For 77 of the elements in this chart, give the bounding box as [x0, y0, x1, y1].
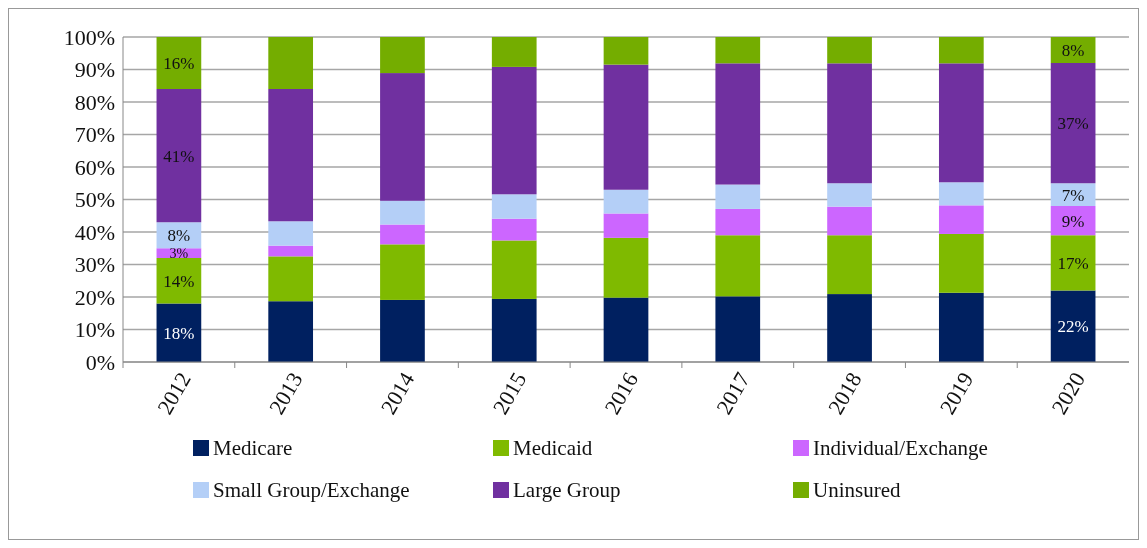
- bar: [380, 37, 425, 74]
- y-tick-label: 20%: [74, 284, 115, 310]
- bar: [380, 224, 425, 245]
- data-label: 18%: [163, 323, 195, 343]
- bar: [827, 294, 872, 362]
- bar: [156, 37, 202, 89]
- data-label: 3%: [169, 246, 189, 262]
- bar: [491, 298, 537, 362]
- bar: [715, 235, 761, 297]
- y-tick-label: 30%: [74, 252, 115, 278]
- bar: [156, 89, 202, 223]
- bar: [603, 37, 649, 65]
- bar: [827, 183, 872, 207]
- bar: [715, 63, 761, 185]
- y-tick-label: 60%: [74, 154, 115, 180]
- bar: [715, 296, 761, 362]
- bar: [380, 73, 425, 201]
- bar: [491, 66, 537, 195]
- bar: [268, 256, 314, 302]
- legend-label: Small Group/Exchange: [213, 478, 410, 503]
- y-tick-label: 90%: [74, 57, 115, 83]
- bar: [491, 194, 537, 219]
- bar: [938, 292, 984, 362]
- y-tick-label: 50%: [74, 187, 115, 213]
- bar: [1050, 235, 1096, 291]
- bar: [268, 89, 314, 222]
- bar: [491, 218, 537, 241]
- bar: [1050, 63, 1096, 184]
- bar: [938, 182, 984, 206]
- bar: [938, 63, 984, 183]
- bar: [603, 213, 649, 238]
- bar: [268, 245, 314, 257]
- y-tick-label: 0%: [85, 349, 115, 375]
- bar: [938, 205, 984, 234]
- bar: [827, 37, 872, 64]
- legend-label: Individual/Exchange: [813, 436, 988, 461]
- data-label: 8%: [1061, 40, 1085, 60]
- bar: [268, 221, 314, 246]
- data-label: 8%: [167, 226, 191, 246]
- legend-label: Medicare: [213, 436, 293, 461]
- bar: [603, 64, 649, 190]
- bar: [491, 37, 537, 67]
- y-tick-label: 70%: [74, 122, 115, 148]
- y-tick-label: 10%: [74, 317, 115, 343]
- bar: [1050, 290, 1096, 362]
- y-tick-label: 100%: [63, 24, 115, 50]
- bar: [491, 240, 537, 299]
- bar: [603, 189, 649, 214]
- legend-label: Large Group: [513, 478, 621, 503]
- bar: [603, 297, 649, 362]
- bar: [827, 206, 872, 236]
- data-label: 17%: [1057, 253, 1089, 273]
- bar: [827, 63, 872, 184]
- bar: [715, 208, 761, 236]
- bar: [268, 301, 314, 362]
- data-label: 14%: [163, 271, 195, 291]
- y-tick-label: 80%: [74, 89, 115, 115]
- bar: [380, 200, 425, 225]
- bar: [380, 299, 425, 362]
- data-label: 9%: [1061, 211, 1085, 231]
- bar: [603, 237, 649, 298]
- legend-label: Medicaid: [513, 436, 593, 461]
- data-label: 16%: [163, 53, 195, 73]
- data-label: 22%: [1057, 317, 1089, 337]
- bar: [715, 184, 761, 209]
- bar: [827, 235, 872, 295]
- y-tick-label: 40%: [74, 219, 115, 245]
- data-label: 7%: [1061, 185, 1085, 205]
- data-label: 37%: [1057, 114, 1089, 134]
- bar: [156, 258, 202, 304]
- bar: [715, 37, 761, 64]
- bar: [380, 244, 425, 300]
- bar: [938, 233, 984, 293]
- bar: [938, 37, 984, 64]
- data-label: 41%: [163, 146, 195, 166]
- legend-label: Uninsured: [813, 478, 901, 503]
- bar: [268, 37, 314, 89]
